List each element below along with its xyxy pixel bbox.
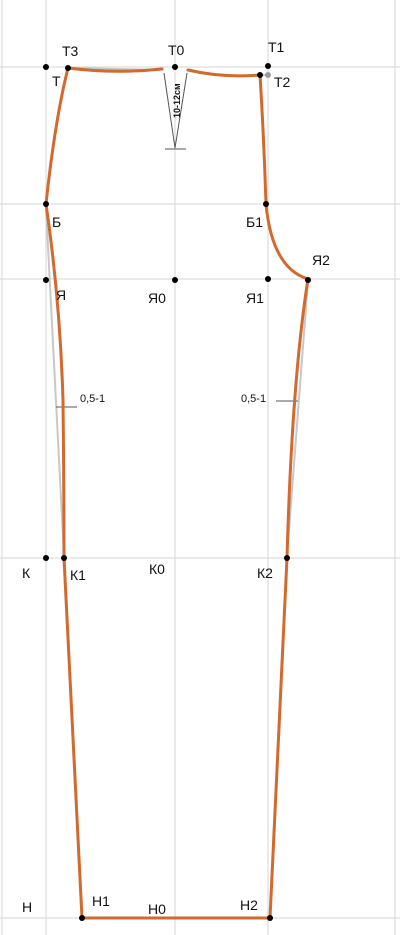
point-t bbox=[43, 64, 49, 70]
point-t2 bbox=[265, 72, 271, 78]
point-ya2 bbox=[305, 277, 311, 283]
right-straight-guide bbox=[286, 280, 309, 557]
waist-left-segment bbox=[66, 66, 164, 73]
point-b bbox=[43, 201, 49, 207]
point-k bbox=[43, 555, 49, 561]
label-k2: К2 bbox=[257, 565, 273, 581]
label-b1: Б1 bbox=[246, 214, 263, 230]
point-ya0 bbox=[172, 277, 178, 283]
label-ya: Я bbox=[56, 287, 66, 303]
point-n2 bbox=[267, 915, 273, 921]
label-k: К bbox=[22, 565, 31, 581]
right-side-seam bbox=[258, 73, 310, 920]
point-k2 bbox=[284, 555, 290, 561]
waist-dart bbox=[163, 72, 188, 150]
point-labels: Т3 Т Т0 Т1 Т2 Б Б1 Я Я0 Я1 Я2 К К1 К0 К2… bbox=[22, 39, 330, 917]
label-ya2: Я2 bbox=[312, 252, 330, 268]
point-t3 bbox=[65, 65, 71, 71]
point-k1 bbox=[61, 555, 67, 561]
label-ya1: Я1 bbox=[246, 290, 264, 306]
label-t: Т bbox=[52, 73, 61, 89]
label-t0: Т0 bbox=[168, 42, 185, 58]
label-k0: К0 bbox=[149, 561, 165, 577]
label-t1: Т1 bbox=[268, 39, 285, 55]
label-t2: Т2 bbox=[274, 74, 291, 90]
label-n: Н bbox=[22, 899, 32, 915]
label-b: Б bbox=[52, 214, 61, 230]
waist-right-segment bbox=[186, 68, 262, 78]
point-t0 bbox=[172, 64, 178, 70]
left-side-seam bbox=[44, 66, 84, 920]
dart-right-leg bbox=[174, 72, 188, 149]
point-n1 bbox=[79, 915, 85, 921]
point-t2-start bbox=[257, 72, 263, 78]
label-k1: К1 bbox=[70, 567, 86, 583]
label-ya0: Я0 bbox=[148, 290, 166, 306]
point-ya1 bbox=[265, 276, 271, 282]
point-t1 bbox=[265, 63, 271, 69]
dart-left-leg bbox=[163, 72, 176, 149]
pattern-outline bbox=[44, 66, 310, 920]
pattern-points bbox=[43, 63, 311, 921]
point-b1 bbox=[263, 201, 269, 207]
label-n1: Н1 bbox=[92, 893, 110, 909]
label-n0: Н0 bbox=[148, 901, 166, 917]
label-t3: Т3 bbox=[62, 43, 79, 59]
right-offset-label: 0,5-1 bbox=[241, 393, 266, 405]
left-offset-label: 0,5-1 bbox=[80, 393, 105, 405]
point-ya bbox=[43, 277, 49, 283]
annotations: 10-12см 0,5-1 0,5-1 bbox=[80, 83, 266, 405]
label-n2: Н2 bbox=[240, 897, 258, 913]
dart-depth-label: 10-12см bbox=[172, 83, 182, 118]
left-straight-guide bbox=[45, 207, 65, 557]
